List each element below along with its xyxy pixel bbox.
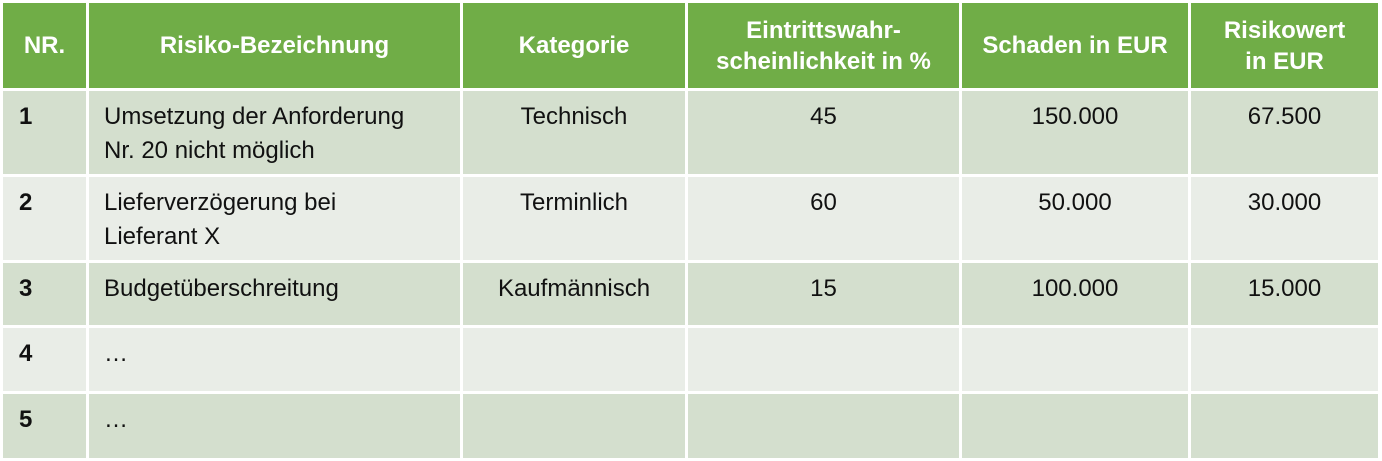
cell-risk-name-line2: Lieferant X bbox=[104, 223, 221, 250]
cell-risk-name: … bbox=[86, 325, 463, 394]
table-row: 1 Umsetzung der Anforderung Nr. 20 nicht… bbox=[0, 88, 1381, 177]
header-probability-line1: Eintrittswahr- bbox=[746, 16, 901, 44]
header-risk-value-line1: Risikowert bbox=[1223, 16, 1346, 44]
cell-risk-name-line1: Budgetüberschreitung bbox=[104, 275, 339, 302]
cell-risk-name-line1: … bbox=[104, 406, 128, 433]
cell-category bbox=[460, 325, 688, 394]
header-risk-value-line2: in EUR bbox=[1245, 47, 1324, 75]
cell-probability bbox=[685, 391, 962, 461]
cell-risk-name: … bbox=[86, 391, 463, 461]
cell-category bbox=[460, 391, 688, 461]
cell-damage bbox=[959, 391, 1191, 461]
cell-damage: 150.000 bbox=[959, 88, 1191, 177]
table-row: 2 Lieferverzögerung bei Lieferant X Term… bbox=[0, 174, 1381, 263]
cell-damage: 50.000 bbox=[959, 174, 1191, 263]
header-row: NR. Risiko-Bezeichnung Kategorie Eintrit… bbox=[0, 0, 1381, 91]
header-probability: Eintrittswahr- scheinlichkeit in % bbox=[685, 0, 962, 91]
cell-risk-value: 15.000 bbox=[1188, 260, 1381, 328]
table-body: 1 Umsetzung der Anforderung Nr. 20 nicht… bbox=[0, 88, 1381, 461]
cell-nr: 5 bbox=[0, 391, 89, 461]
header-nr: NR. bbox=[0, 0, 89, 91]
cell-nr: 2 bbox=[0, 174, 89, 263]
cell-probability: 15 bbox=[685, 260, 962, 328]
cell-nr: 3 bbox=[0, 260, 89, 328]
cell-probability: 45 bbox=[685, 88, 962, 177]
cell-nr: 1 bbox=[0, 88, 89, 177]
cell-risk-value: 67.500 bbox=[1188, 88, 1381, 177]
cell-risk-name: Umsetzung der Anforderung Nr. 20 nicht m… bbox=[86, 88, 463, 177]
cell-risk-value bbox=[1188, 325, 1381, 394]
cell-risk-name-line1: Umsetzung der Anforderung bbox=[104, 103, 405, 130]
header-damage: Schaden in EUR bbox=[959, 0, 1191, 91]
header-risk-value: Risikowert in EUR bbox=[1188, 0, 1381, 91]
header-probability-line2: scheinlichkeit in % bbox=[716, 47, 931, 75]
table-row: 5 … bbox=[0, 391, 1381, 461]
cell-risk-name-line1: Lieferverzögerung bei bbox=[104, 189, 337, 216]
header-category: Kategorie bbox=[460, 0, 688, 91]
cell-category: Kaufmännisch bbox=[460, 260, 688, 328]
cell-risk-name-line1: … bbox=[104, 340, 128, 367]
cell-risk-name-line2: Nr. 20 nicht möglich bbox=[104, 137, 315, 164]
cell-risk-name: Budgetüberschreitung bbox=[86, 260, 463, 328]
cell-nr: 4 bbox=[0, 325, 89, 394]
table-row: 4 … bbox=[0, 325, 1381, 394]
cell-damage bbox=[959, 325, 1191, 394]
cell-damage: 100.000 bbox=[959, 260, 1191, 328]
cell-risk-value: 30.000 bbox=[1188, 174, 1381, 263]
cell-category: Terminlich bbox=[460, 174, 688, 263]
header-risk-name: Risiko-Bezeichnung bbox=[86, 0, 463, 91]
cell-risk-value bbox=[1188, 391, 1381, 461]
cell-category: Technisch bbox=[460, 88, 688, 177]
cell-probability bbox=[685, 325, 962, 394]
cell-risk-name: Lieferverzögerung bei Lieferant X bbox=[86, 174, 463, 263]
table-header: NR. Risiko-Bezeichnung Kategorie Eintrit… bbox=[0, 0, 1381, 91]
cell-probability: 60 bbox=[685, 174, 962, 263]
table-row: 3 Budgetüberschreitung Kaufmännisch 15 1… bbox=[0, 260, 1381, 328]
